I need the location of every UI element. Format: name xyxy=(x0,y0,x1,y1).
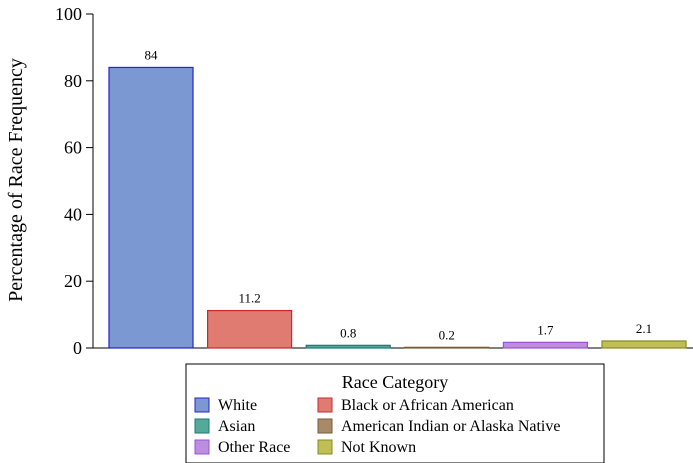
legend-entry-label: Not Known xyxy=(341,439,416,456)
legend-swatch xyxy=(317,439,333,455)
bar-value-label: 11.2 xyxy=(238,291,260,306)
bar-value-label: 1.7 xyxy=(537,322,554,337)
bar-asian xyxy=(305,344,391,349)
bar-not-known xyxy=(601,340,687,349)
legend: Race Category White Black or African Amer… xyxy=(185,363,605,463)
legend-entry-label: Black or African American xyxy=(341,397,514,414)
bar-other-race xyxy=(502,341,588,349)
y-axis-title: Percentage of Race Frequency xyxy=(5,58,27,302)
legend-swatch xyxy=(194,439,210,455)
y-tick-label: 80 xyxy=(64,71,82,91)
legend-entry-label: Asian xyxy=(218,418,255,435)
y-tick-label: 20 xyxy=(64,271,82,291)
legend-entries: White Black or African American Asian Ameri… xyxy=(194,397,560,456)
y-tick-label: 0 xyxy=(73,338,82,358)
bar-white xyxy=(108,66,194,349)
legend-swatch xyxy=(194,397,210,413)
legend-swatch xyxy=(194,418,210,434)
bars xyxy=(108,66,687,349)
bar-value-label: 2.1 xyxy=(636,321,652,336)
y-tick-label: 60 xyxy=(64,138,82,158)
bar-value-label: 84 xyxy=(145,47,159,62)
legend-entry-label: American Indian or Alaska Native xyxy=(341,418,560,435)
legend-swatch xyxy=(317,397,333,413)
y-axis-ticks: 0 20 40 60 80 100 xyxy=(55,4,93,358)
y-tick-label: 40 xyxy=(64,204,82,224)
legend-title: Race Category xyxy=(342,372,448,392)
y-tick-label: 100 xyxy=(55,4,82,24)
bar-black-or-african-american xyxy=(207,309,293,349)
bar-value-label: 0.8 xyxy=(340,325,356,340)
legend-swatch xyxy=(317,418,333,434)
legend-box xyxy=(185,363,605,463)
bar-value-label: 0.2 xyxy=(439,327,455,342)
legend-entry-label: White xyxy=(218,397,257,414)
bar-american-indian-or-alaska-native xyxy=(404,346,490,349)
bar-value-labels: 84 11.2 0.8 0.2 1.7 2.1 xyxy=(145,47,653,342)
legend-entry-label: Other Race xyxy=(218,439,290,456)
